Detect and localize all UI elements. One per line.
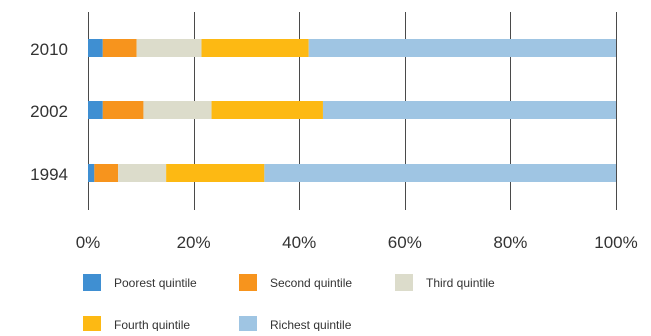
bar-segment	[308, 39, 616, 57]
legend-item: Richest quintile	[239, 316, 352, 333]
x-tick-labels: 0% 20% 40% 60% 80% 100%	[76, 233, 638, 252]
legend-item: Third quintile	[395, 274, 495, 291]
legend-swatch	[83, 316, 101, 333]
bar-segment	[118, 164, 167, 182]
bar-segment	[88, 101, 103, 119]
legend-swatch	[83, 274, 101, 291]
bar-group-1994	[88, 164, 616, 182]
legend-swatch	[239, 274, 257, 291]
bar-segment	[102, 39, 137, 57]
bars	[88, 39, 616, 182]
x-tick-label: 20%	[177, 233, 211, 252]
bar-group-2002	[88, 101, 616, 119]
bar-segment	[88, 39, 103, 57]
legend-item: Second quintile	[239, 274, 352, 291]
legend-label: Richest quintile	[270, 318, 352, 331]
bar-segment	[102, 101, 144, 119]
legend-label: Second quintile	[270, 276, 352, 290]
legend-label: Fourth quintile	[114, 318, 190, 331]
bar-segment	[143, 101, 212, 119]
bar-segment	[94, 164, 119, 182]
bar-segment	[211, 101, 323, 119]
x-tick-label: 0%	[76, 233, 101, 252]
bar-segment	[166, 164, 265, 182]
bar-segment	[322, 101, 616, 119]
category-label: 1994	[30, 165, 68, 184]
legend-label: Third quintile	[426, 276, 495, 290]
bar-group-2010	[88, 39, 616, 57]
legend-item: Poorest quintile	[83, 274, 197, 291]
bar-segment	[264, 164, 616, 182]
x-tick-label: 40%	[282, 233, 316, 252]
legend-item: Fourth quintile	[83, 316, 190, 333]
bar-segment	[201, 39, 309, 57]
legend-swatch	[395, 274, 413, 291]
x-tick-label: 100%	[594, 233, 637, 252]
bar-segment	[136, 39, 202, 57]
x-tick-label: 80%	[493, 233, 527, 252]
legend-swatch	[239, 316, 257, 333]
category-labels: 2010 2002 1994	[30, 40, 68, 184]
category-label: 2010	[30, 40, 68, 59]
x-tick-label: 60%	[388, 233, 422, 252]
legend-label: Poorest quintile	[114, 276, 197, 290]
bar-segment	[88, 164, 95, 182]
category-label: 2002	[30, 102, 68, 121]
legend: Poorest quintile Second quintile Third qui…	[83, 274, 495, 333]
